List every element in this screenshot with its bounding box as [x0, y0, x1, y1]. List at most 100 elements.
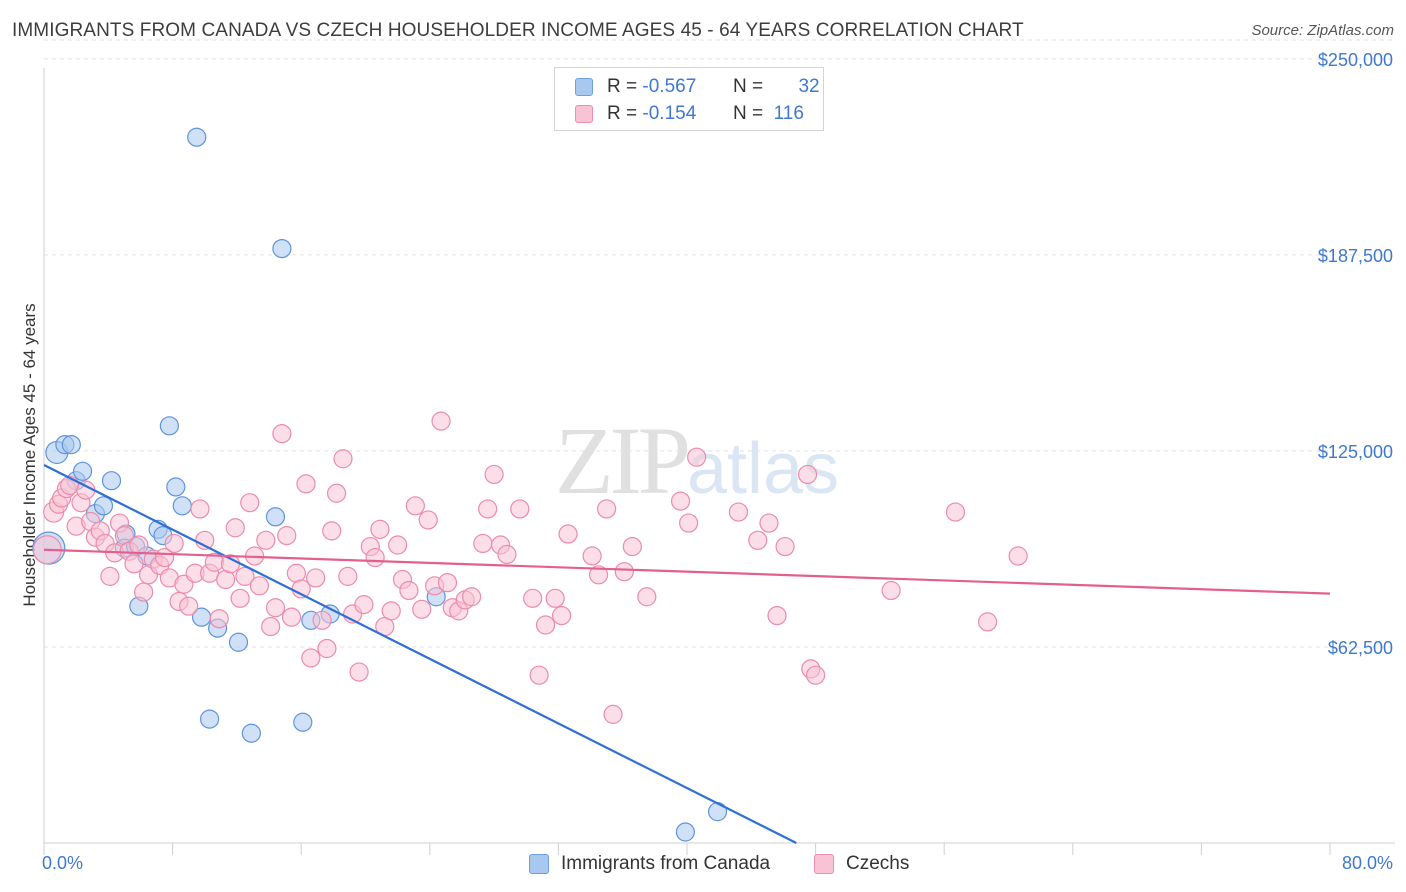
- bottom-legend-label-czechs: Czechs: [846, 853, 910, 874]
- legend-n-label: N =: [732, 103, 764, 124]
- scatter-point-czechs: [558, 524, 578, 544]
- scatter-point-czechs: [687, 447, 707, 467]
- scatter-point-czechs: [529, 665, 549, 685]
- legend-n-value: 32: [798, 76, 820, 97]
- scatter-point-czechs: [338, 566, 358, 586]
- scatter-point-czechs: [1008, 546, 1028, 566]
- scatter-point-czechs: [767, 605, 787, 626]
- correlation-legend: R = -0.567 N = 32 R = -0.154 N = 116: [554, 67, 824, 131]
- scatter-point-czechs: [265, 598, 286, 618]
- legend-swatch-czechs: [575, 105, 593, 123]
- scatter-point-czechs: [545, 588, 565, 608]
- bottom-legend-swatch-czechs: [814, 854, 834, 874]
- scatter-point-czechs: [805, 665, 826, 685]
- legend-n-label: N =: [732, 76, 764, 97]
- scatter-point-canada: [187, 127, 207, 147]
- scatter-point-canada: [199, 709, 220, 729]
- chart-title: IMMIGRANTS FROM CANADA VS CZECH HOUSEHOL…: [12, 20, 1024, 41]
- scatter-point-czechs: [388, 535, 408, 555]
- tick-labels: $62,500 $125,000 $187,500 $250,000 0.0% 80.0%: [42, 50, 1393, 873]
- scatter-point-czechs: [281, 607, 302, 627]
- legend-row-canada: R = -0.567 N = 32: [575, 75, 820, 99]
- legend-r-value: -0.567: [642, 76, 697, 97]
- scatter-point-czechs: [354, 595, 374, 615]
- legend-swatch-canada: [575, 78, 593, 96]
- scatter-point-canada: [61, 435, 81, 455]
- scatter-point-czechs: [748, 530, 768, 550]
- scatter-point-czechs: [497, 544, 517, 565]
- scatter-point-czechs: [945, 502, 966, 522]
- scatter-point-canada: [93, 496, 114, 516]
- scatter-point-czechs: [418, 510, 438, 530]
- scatter-point-czechs: [552, 605, 572, 626]
- legend-n-value: 116: [773, 103, 804, 124]
- trend-line-canada: [43, 464, 797, 844]
- x-tick-label-left: 0.0%: [42, 853, 83, 873]
- scatter-point-czechs: [431, 411, 451, 431]
- legend-r-label: R =: [607, 76, 638, 97]
- series-czechs: [32, 411, 1028, 724]
- scatter-point-czechs: [333, 449, 353, 469]
- scatter-point-czechs: [478, 499, 498, 519]
- scatter-point-czechs: [881, 580, 901, 601]
- scatter-point-czechs: [622, 536, 642, 557]
- bottom-legend-canada: Immigrants from Canada: [529, 852, 770, 876]
- scatter-point-canada: [159, 416, 179, 436]
- scatter-point-czechs: [301, 648, 321, 668]
- axes: [43, 68, 1395, 855]
- scatter-point-czechs: [256, 530, 276, 550]
- scatter-point-czechs: [209, 609, 229, 629]
- scatter-point-czechs: [312, 610, 332, 630]
- x-tick-label-right: 80.0%: [1342, 853, 1393, 873]
- scatter-point-czechs: [100, 566, 120, 586]
- scatter-point-czechs: [249, 576, 270, 596]
- scatter-point-canada: [166, 477, 186, 497]
- y-tick-label: $62,500: [1328, 638, 1393, 658]
- scatter-point-czechs: [277, 526, 297, 546]
- series-immigrants-from-canada: [32, 127, 728, 842]
- trend-line-czechs: [43, 548, 1331, 595]
- scatter-point-czechs: [535, 615, 556, 635]
- gridlines: [44, 39, 1395, 648]
- scatter-point-czechs: [230, 588, 250, 608]
- scatter-point-canada: [101, 471, 122, 491]
- scatter-point-czechs: [597, 499, 617, 519]
- scatter-point-czechs: [322, 521, 342, 541]
- scatter-point-canada: [265, 507, 286, 527]
- scatter-point-canada: [293, 712, 313, 732]
- scatter-point-czechs: [797, 464, 818, 485]
- bottom-legend-czechs: Czechs: [814, 852, 909, 876]
- scatter-point-canada: [272, 238, 292, 259]
- scatter-point-czechs: [190, 499, 210, 519]
- legend-r-label: R =: [607, 103, 638, 124]
- scatter-point-czechs: [235, 566, 255, 586]
- scatter-point-canada: [241, 723, 261, 743]
- scatter-point-czechs: [134, 582, 154, 602]
- scatter-point-czechs: [978, 612, 998, 632]
- bottom-legend-label-canada: Immigrants from Canada: [561, 853, 771, 874]
- scatter-point-czechs: [510, 499, 530, 519]
- scatter-point-czechs: [349, 662, 369, 682]
- scatter-point-czechs: [317, 638, 337, 659]
- y-tick-label: $187,500: [1318, 246, 1393, 266]
- scatter-point-czechs: [728, 502, 749, 522]
- scatter-point-czechs: [582, 546, 602, 566]
- scatter-point-canada: [228, 632, 249, 652]
- scatter-point-czechs: [240, 493, 260, 513]
- legend-row-czechs: R = -0.154 N = 116: [575, 102, 820, 126]
- scatter-point-czechs: [775, 536, 795, 557]
- scatter-point-czechs: [603, 704, 623, 724]
- scatter-point-czechs: [437, 573, 458, 593]
- source-label: Source: ZipAtlas.com: [1251, 22, 1394, 39]
- scatter-point-czechs: [670, 491, 691, 511]
- scatter-point-czechs: [129, 535, 149, 555]
- scatter-point-czechs: [179, 596, 199, 616]
- y-tick-label: $250,000: [1318, 50, 1393, 70]
- scatter-point-czechs: [412, 599, 432, 619]
- scatter-point-czechs: [164, 533, 184, 554]
- scatter-point-czechs: [473, 533, 493, 554]
- scatter-point-czechs: [261, 616, 281, 637]
- scatter-point-canada: [172, 496, 192, 516]
- scatter-point-canada: [675, 822, 695, 842]
